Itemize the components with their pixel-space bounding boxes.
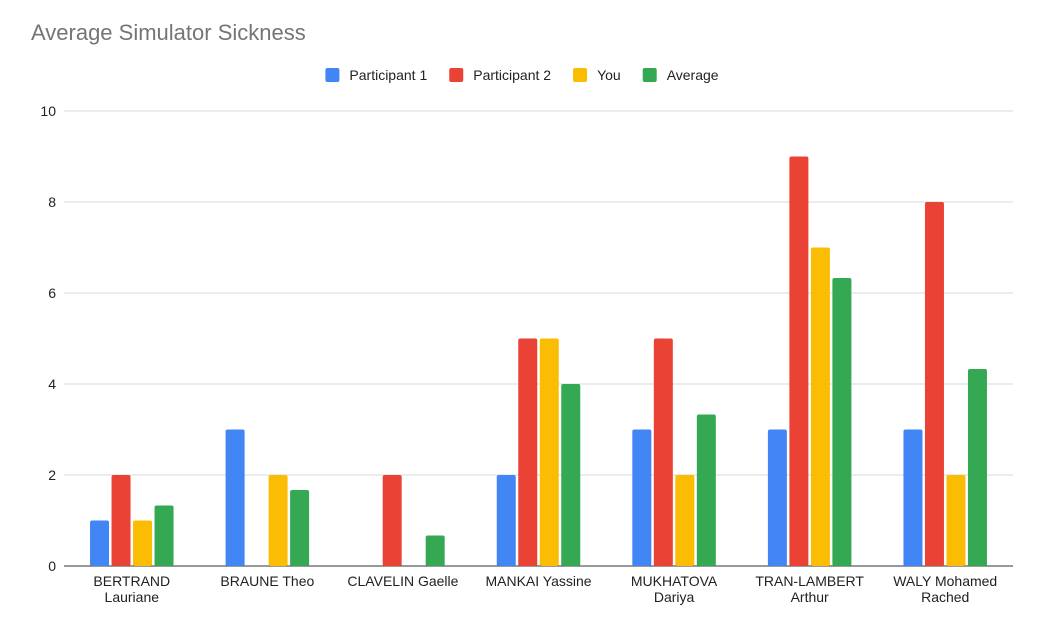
x-tick-label: BERTRAND [93,573,170,589]
bar-participant-2-6[interactable] [924,202,944,566]
legend-item-average[interactable]: Average [642,67,719,83]
bar-average-2[interactable] [425,535,445,566]
x-tick-label: MUKHATOVA [631,573,718,589]
bar-participant-2-2[interactable] [382,475,402,566]
legend[interactable]: Participant 1 Participant 2 You Average [325,67,719,83]
legend-label: Participant 2 [473,67,551,83]
legend-item-participant-1[interactable]: Participant 1 [325,67,427,83]
bar-you-5[interactable] [810,247,830,567]
legend-swatch [325,68,340,82]
bar-participant-2-3[interactable] [518,338,538,567]
legend-label: Participant 1 [349,67,427,83]
x-tick-label: Lauriane [105,589,160,605]
legend-swatch [642,68,657,82]
bar-participant-1-3[interactable] [496,475,516,566]
chart-title: Average Simulator Sickness [31,20,306,45]
y-tick-label: 8 [48,194,56,210]
bar-participant-1-6[interactable] [903,429,923,567]
y-tick-label: 4 [48,376,56,392]
bar-average-4[interactable] [696,414,716,566]
bar-average-1[interactable] [290,490,310,566]
legend-swatch [449,68,464,82]
bar-participant-1-0[interactable] [90,520,110,567]
legend-item-you[interactable]: You [573,67,621,83]
bar-participant-2-5[interactable] [789,156,809,567]
bar-participant-1-1[interactable] [225,429,245,567]
x-tick-label: CLAVELIN Gaelle [347,573,458,589]
bars [90,156,987,567]
x-tick-label: WALY Mohamed [893,573,997,589]
x-tick-label: MANKAI Yassine [485,573,591,589]
legend-item-participant-2[interactable]: Participant 2 [449,67,551,83]
bar-average-5[interactable] [832,277,852,566]
bar-participant-1-4[interactable] [632,429,652,567]
bar-you-1[interactable] [268,475,288,566]
legend-swatch [573,68,588,82]
x-tick-label: TRAN-LAMBERT [755,573,864,589]
bar-participant-2-4[interactable] [653,338,673,567]
x-tick-label: Arthur [791,589,829,605]
y-tick-label: 0 [48,558,56,574]
bar-you-0[interactable] [133,520,153,567]
bar-you-3[interactable] [539,338,559,567]
x-tick-label: Rached [921,589,969,605]
bar-average-3[interactable] [561,384,581,566]
y-tick-label: 10 [40,103,56,119]
bar-you-6[interactable] [946,475,966,566]
bar-participant-1-5[interactable] [767,429,787,567]
bar-average-6[interactable] [967,368,987,566]
x-tick-label: Dariya [654,589,695,605]
grid [64,110,1013,567]
y-tick-label: 2 [48,467,56,483]
bar-you-4[interactable] [675,475,695,566]
y-axis-ticks: 0 2 4 6 8 10 [40,103,56,574]
bar-average-0[interactable] [154,505,174,566]
x-tick-label: BRAUNE Theo [220,573,314,589]
legend-label: You [597,67,621,83]
y-tick-label: 6 [48,285,56,301]
bar-participant-2-0[interactable] [111,475,131,566]
legend-label: Average [667,67,719,83]
